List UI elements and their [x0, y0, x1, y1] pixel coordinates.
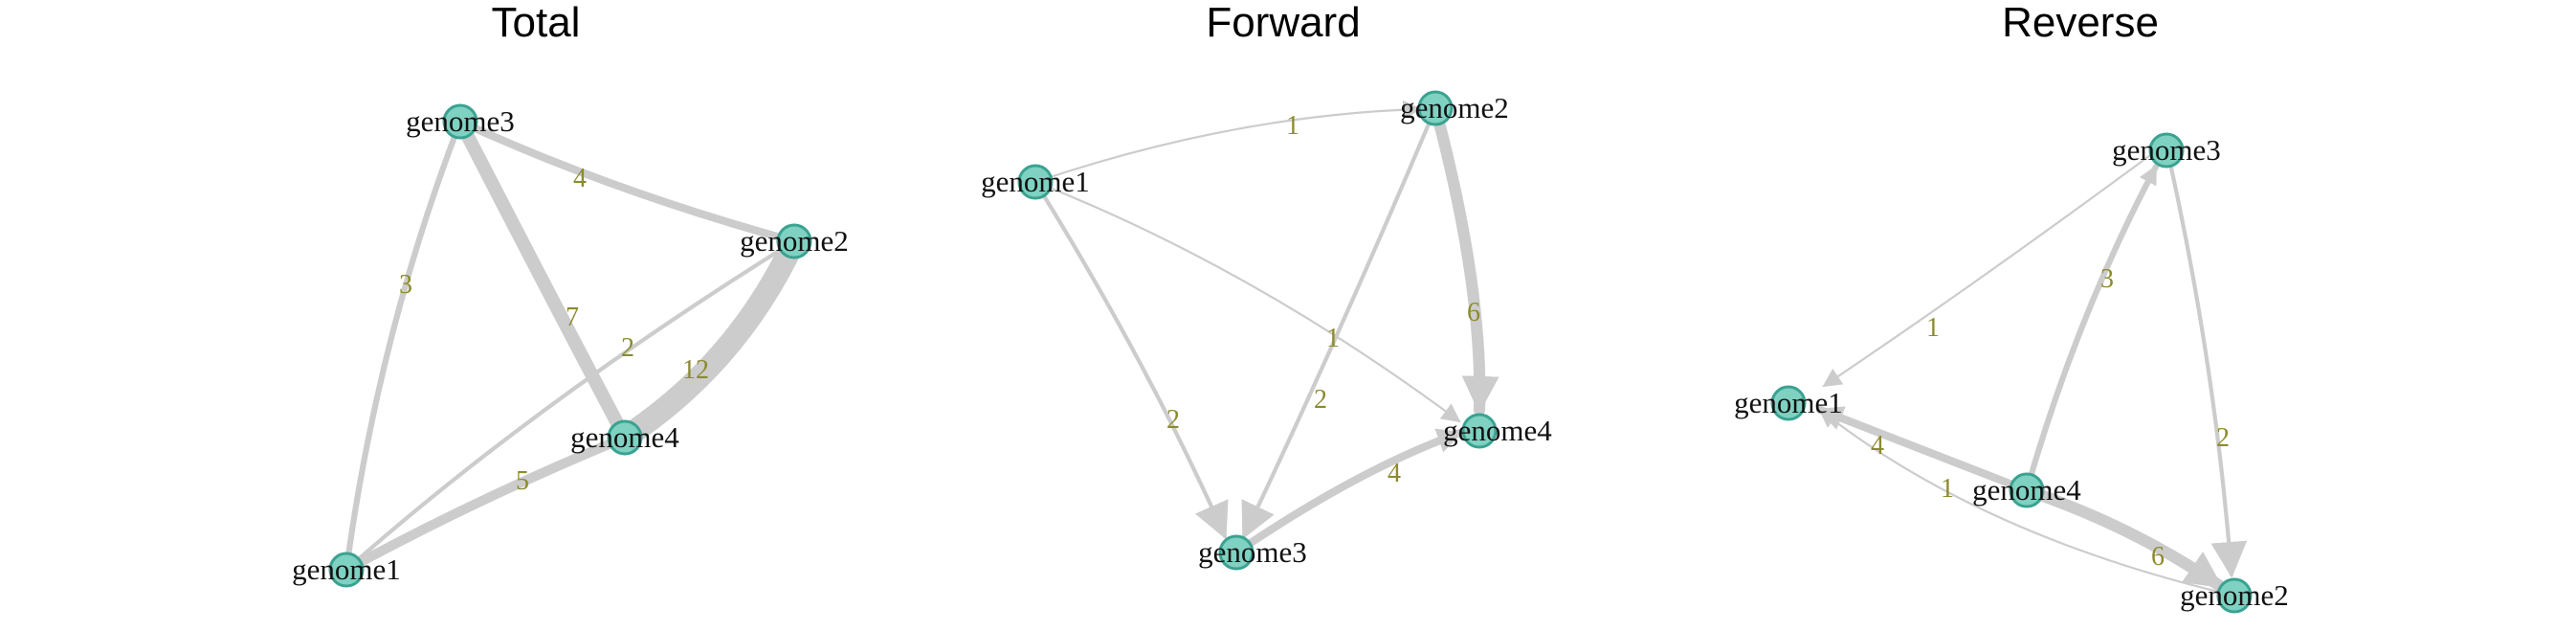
edge-genome3-genome1 [343, 118, 464, 574]
edge-genome2-genome4 [612, 229, 807, 450]
node-label-genome2: genome2 [740, 224, 849, 258]
node-genome1 [1017, 164, 1054, 200]
node-genome4 [1461, 413, 1498, 449]
node-genome1 [1770, 385, 1807, 421]
node-genome2 [2216, 577, 2253, 614]
node-genome3 [1218, 534, 1255, 571]
node-label-genome3: genome3 [406, 104, 515, 138]
node-label-genome3: genome3 [2112, 133, 2221, 167]
edge-label-genome1-genome3: 2 [1166, 405, 1180, 435]
node-genome3 [442, 103, 478, 140]
node-genome2 [776, 223, 812, 259]
edge-genome3-genome2 [2165, 147, 2248, 578]
node-labels-layer: genome1 genome2 genome4 genome3 [981, 91, 1552, 569]
node-genome2 [1417, 90, 1454, 126]
edge-label-genome4-genome2: 6 [2151, 542, 2165, 572]
node-label-genome4: genome4 [1443, 414, 1552, 447]
node-label-genome2: genome2 [2180, 578, 2289, 612]
edge-genome1-genome3 [1033, 179, 1229, 540]
edge-genome4-genome1 [341, 432, 631, 575]
edges-layer [1033, 100, 1499, 557]
node-label-genome1: genome1 [981, 165, 1090, 198]
edge-label-genome4-genome3: 3 [2100, 264, 2114, 294]
node-label-genome3: genome3 [1198, 535, 1307, 569]
panel-title: Total [492, 0, 581, 46]
edge-genome4-genome1 [1815, 405, 2032, 495]
edges-layer [1815, 147, 2248, 597]
node-genome4 [607, 419, 643, 456]
edge-label-genome2-genome1: 1 [1941, 474, 1954, 504]
node-labels-layer: genome3 genome2 genome4 genome1 [292, 104, 849, 586]
edge-genome2-genome1 [1818, 408, 2236, 597]
edge-genome4-genome2 [2020, 484, 2227, 593]
nodes-layer [1017, 90, 1498, 571]
edge-label-genome2-genome4: 6 [1467, 298, 1480, 327]
node-label-genome1: genome1 [1734, 386, 1843, 419]
panel-title: Forward [1206, 0, 1360, 46]
edge-label-genome4-genome1: 4 [1871, 431, 1884, 461]
node-label-genome1: genome1 [292, 552, 401, 586]
edge-genome2-genome1 [344, 238, 797, 573]
edge-label-genome3-genome1: 1 [1926, 313, 1940, 343]
edges-layer [341, 114, 807, 575]
edge-genome1-genome2 [1033, 100, 1422, 184]
panel-reverse: Reverse 1 3 2 4 1 6 genome3 genome1 geno… [1734, 0, 2289, 614]
edge-labels-layer: 1 3 2 4 1 6 [1871, 264, 2230, 572]
node-label-genome2: genome2 [1400, 91, 1509, 124]
edge-label-genome3-genome2: 2 [2216, 423, 2230, 453]
edge-label-genome2-genome4: 12 [682, 355, 709, 385]
edge-genome3-genome2 [455, 117, 799, 246]
edge-label-genome3-genome2: 4 [573, 164, 587, 193]
edge-genome3-genome4 [453, 114, 633, 445]
edge-label-genome3-genome4: 4 [1388, 459, 1401, 488]
edge-label-genome3-genome4: 7 [566, 303, 579, 332]
edge-genome3-genome1 [1822, 148, 2159, 388]
edge-genome4-genome3 [2023, 163, 2160, 494]
nodes-layer [328, 103, 812, 588]
node-label-genome4: genome4 [1972, 473, 2081, 507]
panel-forward: Forward 1 1 2 2 6 4 genome1 genome2 geno… [981, 0, 1552, 571]
node-genome1 [328, 552, 365, 588]
node-genome4 [2009, 472, 2045, 508]
edge-label-genome1-genome4: 1 [1326, 324, 1340, 353]
edge-genome2-genome3 [1241, 105, 1438, 540]
edge-label-genome2-genome1: 2 [621, 333, 634, 363]
edge-label-genome1-genome2: 1 [1286, 111, 1299, 141]
edge-labels-layer: 4 3 7 2 12 5 [399, 164, 709, 496]
edge-genome2-genome4 [1429, 101, 1499, 417]
node-label-genome4: genome4 [570, 420, 679, 454]
edge-label-genome2-genome3: 2 [1314, 385, 1327, 415]
nodes-layer [1770, 132, 2253, 614]
node-labels-layer: genome3 genome1 genome4 genome2 [1734, 133, 2289, 612]
node-genome3 [2148, 132, 2185, 169]
panel-total: Total 4 3 7 2 12 5 genome3 genome2 genom… [292, 0, 849, 588]
edge-genome1-genome4 [1033, 180, 1461, 423]
edge-label-genome4-genome1: 5 [516, 466, 529, 496]
edge-labels-layer: 1 1 2 2 6 4 [1166, 111, 1480, 488]
edge-label-genome3-genome1: 3 [399, 270, 412, 300]
edge-genome3-genome4 [1232, 428, 1465, 557]
panel-title: Reverse [2002, 0, 2159, 46]
